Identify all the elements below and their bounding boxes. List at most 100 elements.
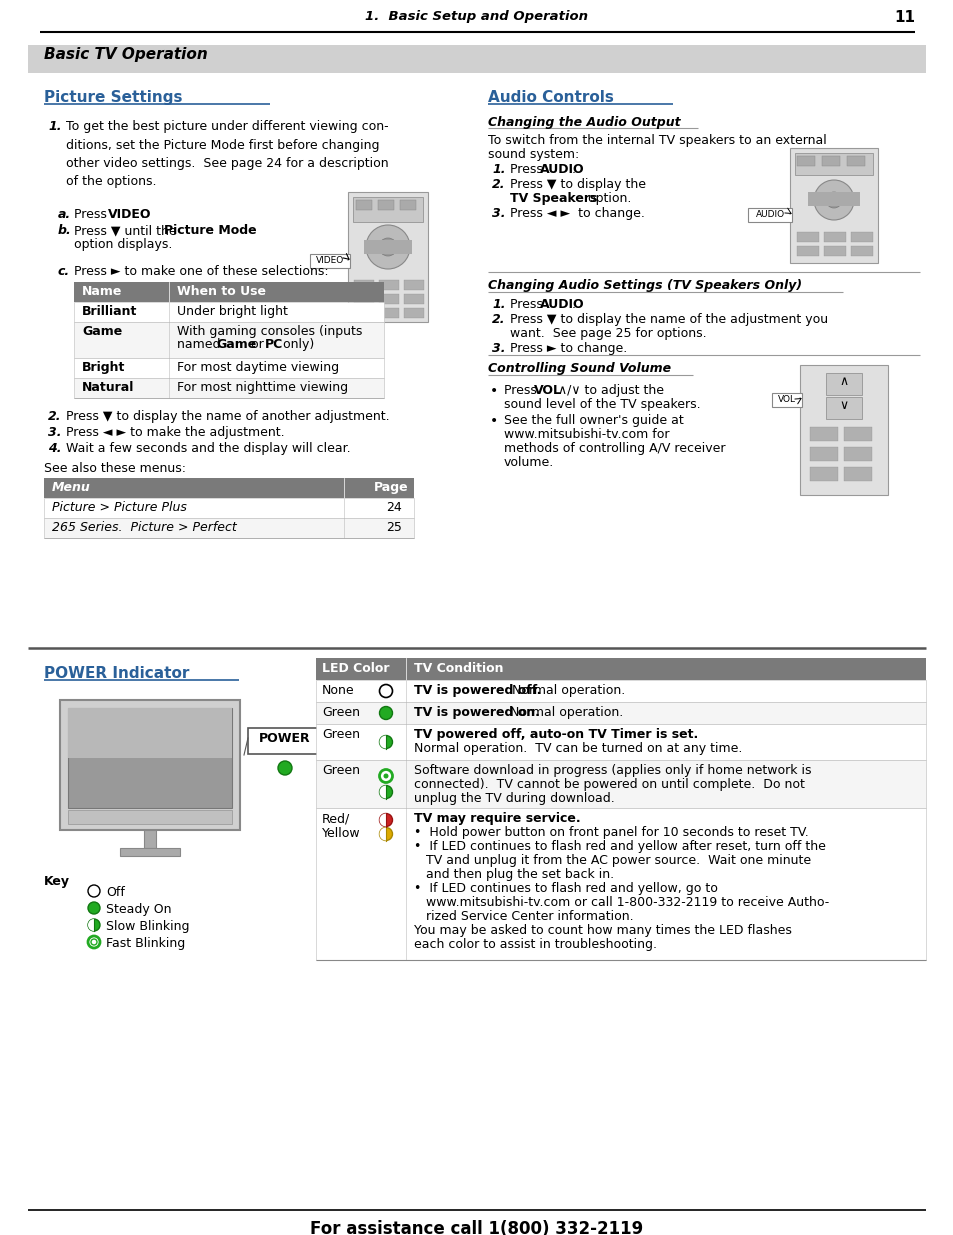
- Text: Slow Blinking: Slow Blinking: [106, 920, 190, 932]
- Text: See the full owner's guide at: See the full owner's guide at: [503, 414, 683, 427]
- Bar: [315, 680, 925, 701]
- Text: Press: Press: [510, 163, 546, 177]
- Circle shape: [813, 180, 853, 220]
- Circle shape: [383, 773, 388, 778]
- Text: •  If LED continues to flash red and yellow, go to: • If LED continues to flash red and yell…: [414, 882, 717, 895]
- Text: Press: Press: [503, 384, 540, 396]
- Text: sound level of the TV speakers.: sound level of the TV speakers.: [503, 398, 700, 411]
- Text: Press ◄ ► to make the adjustment.: Press ◄ ► to make the adjustment.: [66, 426, 284, 438]
- Bar: [28, 44, 925, 73]
- Text: Changing the Audio Output: Changing the Audio Output: [488, 116, 679, 128]
- Circle shape: [366, 225, 410, 269]
- Bar: [825, 396, 862, 419]
- Text: VIDEO: VIDEO: [315, 256, 344, 266]
- Text: Press: Press: [74, 207, 111, 221]
- Text: Fast Blinking: Fast Blinking: [106, 937, 185, 950]
- Text: .: .: [141, 207, 145, 221]
- Text: a.: a.: [58, 207, 71, 221]
- Bar: [348, 191, 428, 322]
- Text: TV is powered on.: TV is powered on.: [414, 706, 539, 719]
- Wedge shape: [379, 736, 386, 748]
- Text: VOL: VOL: [778, 395, 795, 404]
- Text: Press ◄ ►  to change.: Press ◄ ► to change.: [510, 207, 644, 220]
- Text: volume.: volume.: [503, 456, 554, 469]
- Text: ∧: ∧: [839, 375, 847, 388]
- Text: Under bright light: Under bright light: [177, 305, 288, 317]
- Text: Press: Press: [510, 298, 546, 311]
- Bar: [74, 282, 384, 303]
- Text: 3.: 3.: [492, 207, 505, 220]
- Text: ∨: ∨: [839, 399, 847, 412]
- Text: TV is powered off.: TV is powered off.: [414, 684, 540, 697]
- Bar: [403, 280, 423, 290]
- Bar: [807, 191, 859, 206]
- Bar: [843, 447, 871, 461]
- Text: •: •: [490, 414, 497, 429]
- Circle shape: [379, 785, 392, 799]
- Text: Wait a few seconds and the display will clear.: Wait a few seconds and the display will …: [66, 442, 351, 454]
- Text: Menu: Menu: [52, 480, 91, 494]
- Bar: [809, 427, 837, 441]
- Text: 1.: 1.: [492, 163, 505, 177]
- Text: Picture > Picture Plus: Picture > Picture Plus: [52, 501, 187, 514]
- Text: To switch from the internal TV speakers to an external: To switch from the internal TV speakers …: [488, 135, 826, 147]
- Text: TV Condition: TV Condition: [414, 662, 503, 676]
- Text: Red/
Yellow: Red/ Yellow: [322, 811, 360, 840]
- Bar: [823, 232, 845, 242]
- Text: You may be asked to count how many times the LED flashes: You may be asked to count how many times…: [414, 924, 791, 937]
- Text: 3.: 3.: [48, 426, 61, 438]
- Bar: [789, 148, 877, 263]
- Text: 24: 24: [386, 501, 401, 514]
- Text: With gaming consoles (inputs: With gaming consoles (inputs: [177, 325, 362, 338]
- Text: and then plug the set back in.: and then plug the set back in.: [414, 868, 614, 881]
- Bar: [378, 308, 398, 317]
- Bar: [315, 724, 925, 760]
- Bar: [74, 322, 384, 358]
- Text: rized Service Center information.: rized Service Center information.: [414, 910, 633, 923]
- Wedge shape: [379, 827, 386, 841]
- Text: 265 Series.  Picture > Perfect: 265 Series. Picture > Perfect: [52, 521, 236, 534]
- Bar: [248, 727, 323, 755]
- Bar: [144, 830, 156, 848]
- Text: VIDEO: VIDEO: [108, 207, 152, 221]
- Text: unplug the TV during download.: unplug the TV during download.: [414, 792, 614, 805]
- Text: Brilliant: Brilliant: [82, 305, 137, 317]
- Text: Press ► to make one of these selections:: Press ► to make one of these selections:: [74, 266, 328, 278]
- Text: To get the best picture under different viewing con-
ditions, set the Picture Mo: To get the best picture under different …: [66, 120, 388, 189]
- Text: Bright: Bright: [82, 361, 125, 374]
- Circle shape: [379, 706, 392, 720]
- Bar: [60, 700, 240, 830]
- Bar: [843, 427, 871, 441]
- Circle shape: [379, 814, 392, 826]
- Text: Picture Mode: Picture Mode: [164, 224, 256, 237]
- Text: Audio Controls: Audio Controls: [488, 90, 613, 105]
- Bar: [747, 207, 791, 222]
- Bar: [353, 198, 422, 222]
- Bar: [403, 308, 423, 317]
- Text: 2.: 2.: [492, 312, 505, 326]
- Text: TV and unplug it from the AC power source.  Wait one minute: TV and unplug it from the AC power sourc…: [414, 853, 810, 867]
- Text: Picture Settings: Picture Settings: [44, 90, 182, 105]
- Text: each color to assist in troubleshooting.: each color to assist in troubleshooting.: [414, 939, 657, 951]
- Text: Normal operation.: Normal operation.: [507, 684, 624, 697]
- Text: .: .: [572, 163, 576, 177]
- Bar: [846, 156, 864, 165]
- Text: AUDIO: AUDIO: [539, 163, 584, 177]
- Bar: [823, 246, 845, 256]
- Text: 4.: 4.: [48, 442, 61, 454]
- Text: TV powered off, auto-on TV Timer is set.: TV powered off, auto-on TV Timer is set.: [414, 727, 698, 741]
- Circle shape: [88, 936, 100, 948]
- Bar: [794, 153, 872, 175]
- Text: b.: b.: [58, 224, 71, 237]
- Text: Press ▼ to display the: Press ▼ to display the: [510, 178, 645, 191]
- Text: connected).  TV cannot be powered on until complete.  Do not: connected). TV cannot be powered on unti…: [414, 778, 804, 790]
- Text: PC: PC: [265, 338, 283, 351]
- Text: Game: Game: [215, 338, 256, 351]
- Text: 2.: 2.: [48, 410, 61, 424]
- Bar: [377, 200, 394, 210]
- Bar: [796, 156, 814, 165]
- Text: only): only): [278, 338, 314, 351]
- Text: Press ▼ to display the name of another adjustment.: Press ▼ to display the name of another a…: [66, 410, 389, 424]
- Text: 1.: 1.: [492, 298, 505, 311]
- Bar: [378, 294, 398, 304]
